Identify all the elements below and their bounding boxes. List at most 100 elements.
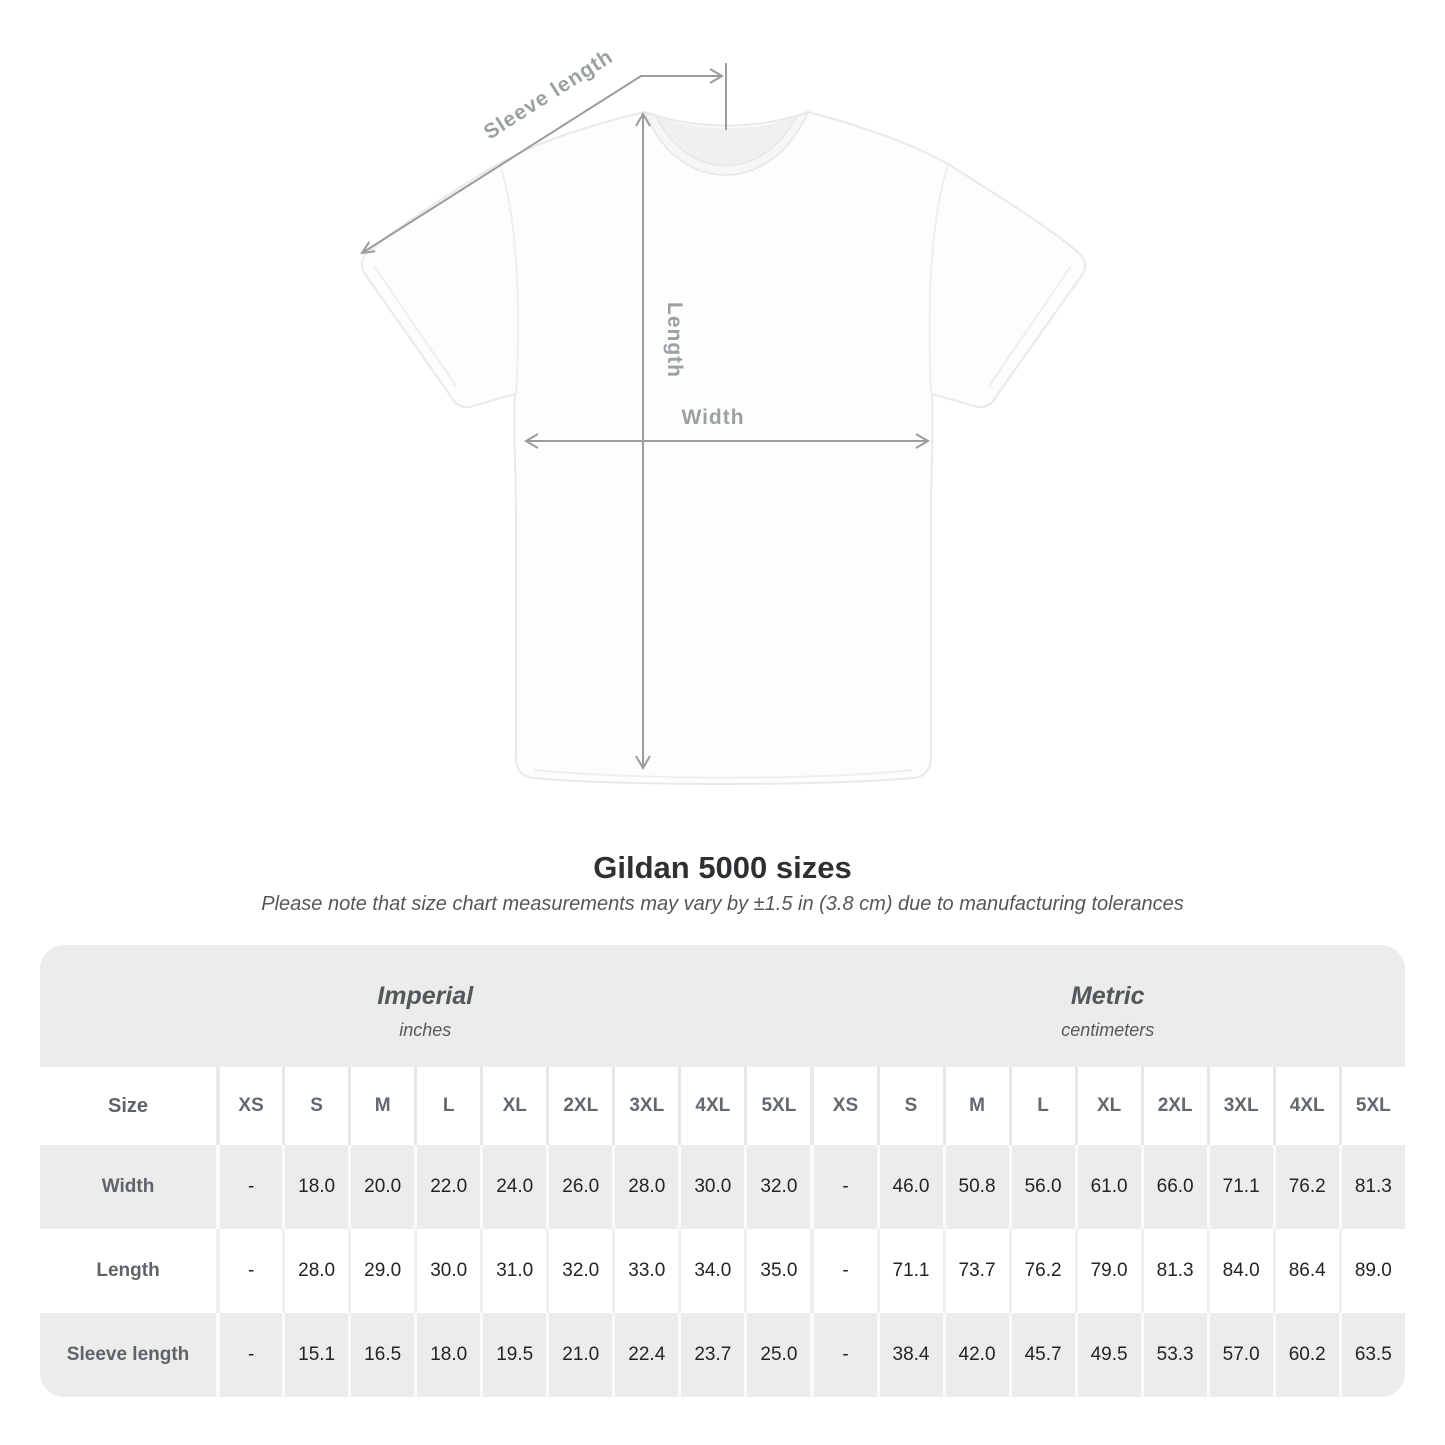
tshirt-image (360, 110, 1087, 785)
length-label: Length (663, 302, 686, 378)
table-cell: 28.0 (282, 1229, 349, 1313)
width-left-arrowhead (524, 433, 539, 449)
table-cell: 50.8 (942, 1145, 1009, 1229)
table-cell: 71.1 (876, 1229, 943, 1313)
left-sleeve-hem-seam (373, 265, 457, 387)
table-row-length: Length - 28.0 29.0 30.0 31.0 32.0 33.0 3… (40, 1229, 1405, 1313)
table-cell: 15.1 (282, 1313, 349, 1397)
size-col-header: 5XL (1338, 1067, 1405, 1145)
table-cell: 79.0 (1074, 1229, 1141, 1313)
size-col-header: 4XL (1272, 1067, 1339, 1145)
table-cell: 38.4 (876, 1313, 943, 1397)
size-col-header: XS (810, 1067, 877, 1145)
right-shoulder-seam (928, 163, 949, 395)
table-cell: 45.7 (1008, 1313, 1075, 1397)
size-col-header: L (1008, 1067, 1075, 1145)
table-cell: 66.0 (1140, 1145, 1207, 1229)
table-cell: 46.0 (876, 1145, 943, 1229)
table-cell: - (216, 1313, 283, 1397)
tshirt-diagram: Sleeve length Length Width (359, 45, 1087, 785)
size-col-header: L (414, 1067, 481, 1145)
table-cell: 71.1 (1206, 1145, 1273, 1229)
metric-unit: centimeters (1061, 1019, 1155, 1040)
table-cell: 24.0 (480, 1145, 547, 1229)
table-cell: - (216, 1145, 283, 1229)
metric-label: Metric (1070, 981, 1145, 1010)
size-header: Size (40, 1067, 217, 1145)
table-cell: 81.3 (1338, 1145, 1405, 1229)
table-cell: 60.2 (1272, 1313, 1339, 1397)
row-label: Length (40, 1229, 217, 1313)
table-cell: 18.0 (282, 1145, 349, 1229)
size-col-header: 3XL (612, 1067, 679, 1145)
size-header-row: Size XS S M L XL 2XL 3XL 4XL 5XL XS S M … (40, 1067, 1405, 1145)
table-cell: 19.5 (480, 1313, 547, 1397)
table-cell: 23.7 (678, 1313, 745, 1397)
unit-header-row: Imperial inches Metric centimeters (40, 945, 1405, 1067)
table-cell: 63.5 (1338, 1313, 1405, 1397)
table-cell: 31.0 (480, 1229, 547, 1313)
size-table: Imperial inches Metric centimeters Size … (40, 945, 1405, 1397)
size-col-header: S (876, 1067, 943, 1145)
sleeve-length-right-arrowhead (709, 68, 724, 84)
width-right-arrowhead (915, 433, 930, 449)
table-cell: 61.0 (1074, 1145, 1141, 1229)
size-col-header: 3XL (1206, 1067, 1273, 1145)
table-cell: 84.0 (1206, 1229, 1273, 1313)
table-cell: 76.2 (1272, 1145, 1339, 1229)
unit-header-imperial: Imperial inches (40, 945, 811, 1067)
length-bottom-arrowhead (635, 755, 651, 770)
imperial-label: Imperial (377, 981, 474, 1010)
size-col-header: 5XL (744, 1067, 811, 1145)
size-col-header: S (282, 1067, 349, 1145)
page-subtitle: Please note that size chart measurements… (261, 893, 1184, 915)
table-cell: - (810, 1145, 877, 1229)
table-cell: 32.0 (546, 1229, 613, 1313)
table-row-width: Width - 18.0 20.0 22.0 24.0 26.0 28.0 30… (40, 1145, 1405, 1229)
table-cell: 34.0 (678, 1229, 745, 1313)
table-cell: 89.0 (1338, 1229, 1405, 1313)
table-row-sleeve-length: Sleeve length - 15.1 16.5 18.0 19.5 21.0… (40, 1313, 1405, 1397)
left-shoulder-seam (499, 163, 520, 395)
sleeve-length-dimension-line (361, 75, 722, 254)
table-cell: 73.7 (942, 1229, 1009, 1313)
table-cell: 56.0 (1008, 1145, 1075, 1229)
table-cell: 86.4 (1272, 1229, 1339, 1313)
table-cell: - (810, 1229, 877, 1313)
table-cell: 21.0 (546, 1313, 613, 1397)
page-title: Gildan 5000 sizes (593, 850, 852, 885)
size-col-header: 2XL (546, 1067, 613, 1145)
collar-band (643, 110, 810, 176)
table-cell: 20.0 (348, 1145, 415, 1229)
size-col-header: XL (480, 1067, 547, 1145)
length-top-arrowhead (635, 112, 651, 127)
table-cell: 53.3 (1140, 1313, 1207, 1397)
table-cell: 49.5 (1074, 1313, 1141, 1397)
row-label: Width (40, 1145, 217, 1229)
right-sleeve-hem-seam (988, 265, 1072, 387)
table-cell: 30.0 (678, 1145, 745, 1229)
table-cell: 81.3 (1140, 1229, 1207, 1313)
table-cell: 30.0 (414, 1229, 481, 1313)
row-label: Sleeve length (40, 1313, 217, 1397)
table-cell: 35.0 (744, 1229, 811, 1313)
table-cell: 26.0 (546, 1145, 613, 1229)
size-col-header: XL (1074, 1067, 1141, 1145)
table-cell: 22.4 (612, 1313, 679, 1397)
table-cell: - (810, 1313, 877, 1397)
table-cell: 42.0 (942, 1313, 1009, 1397)
table-cell: 76.2 (1008, 1229, 1075, 1313)
unit-header-metric: Metric centimeters (810, 945, 1405, 1067)
table-cell: 57.0 (1206, 1313, 1273, 1397)
table-cell: 33.0 (612, 1229, 679, 1313)
table-cell: 22.0 (414, 1145, 481, 1229)
width-label: Width (681, 406, 744, 429)
table-cell: - (216, 1229, 283, 1313)
bottom-hem-seam (533, 769, 913, 779)
size-col-header: M (942, 1067, 1009, 1145)
size-col-header: 2XL (1140, 1067, 1207, 1145)
table-cell: 18.0 (414, 1313, 481, 1397)
table-cell: 29.0 (348, 1229, 415, 1313)
table-cell: 32.0 (744, 1145, 811, 1229)
